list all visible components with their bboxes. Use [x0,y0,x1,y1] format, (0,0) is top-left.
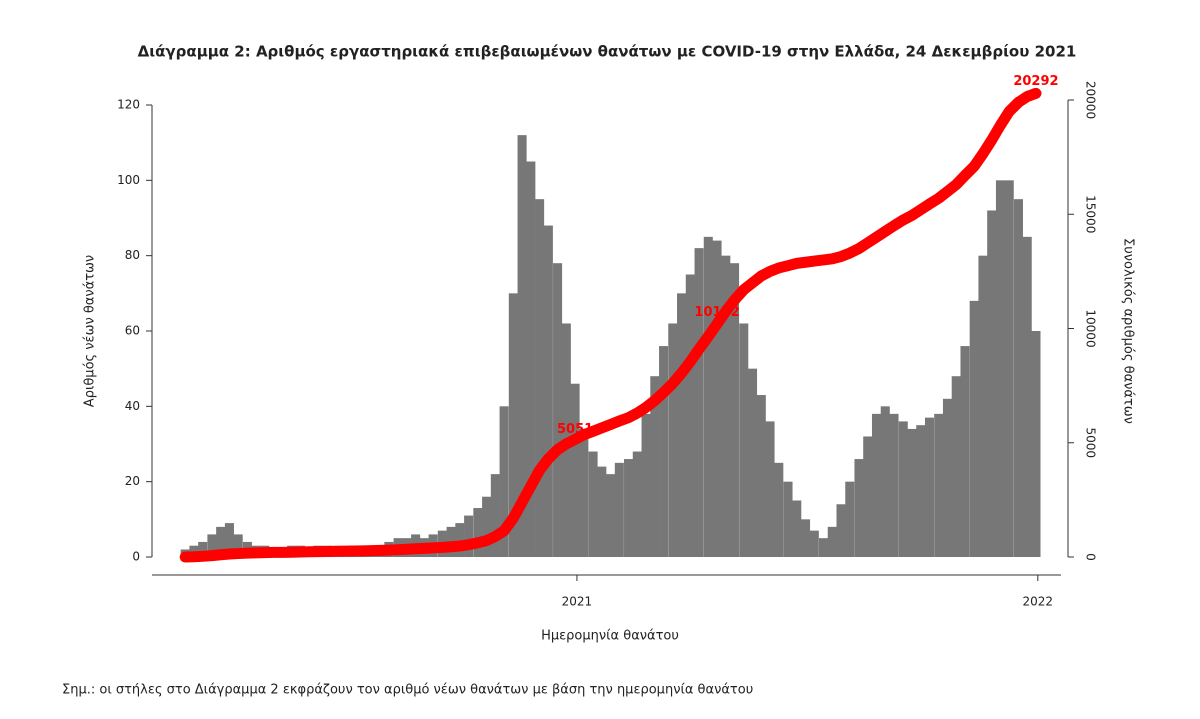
bar [207,534,217,557]
bar [721,255,731,557]
bar [677,293,687,557]
bar [694,248,704,557]
bar [624,459,634,557]
y2-axis-label: Συνολικός αριθμός θανάτων [1121,238,1136,424]
bar [942,398,953,557]
bar [482,496,492,557]
y-tick-label: 120 [117,98,140,112]
y-tick-label: 100 [117,173,140,187]
bar [224,523,234,557]
bar [995,180,1006,558]
y2-tick-label: 15000 [1084,195,1098,233]
y-tick-label: 20 [125,474,140,488]
bar [508,293,518,557]
bar [854,459,864,557]
annotation: 20292 [1013,74,1058,89]
bar [517,135,527,557]
bar [1013,199,1023,557]
bar [898,421,908,557]
chart-title: Διάγραμμα 2: Αριθμός εργαστηριακά επιβεβ… [138,43,1077,61]
bar [455,523,465,557]
bar [978,255,988,557]
bar [490,474,500,557]
bar [969,300,979,557]
bar [579,428,589,557]
y-tick-label: 0 [132,550,140,564]
bar [614,462,624,557]
bar [1031,331,1041,557]
bar [845,481,855,557]
bar [756,395,766,557]
bar [650,376,660,557]
bar [924,417,935,557]
x-axis-label: Ημερομηνία θανάτου [541,629,679,644]
bar [233,534,243,557]
bar [499,406,509,557]
bar [703,236,713,558]
y2-tick-label: 5000 [1084,427,1098,458]
y-tick-label: 60 [125,324,140,338]
bar [553,263,563,557]
bar [526,161,536,557]
bar [632,451,642,557]
bar [880,406,890,557]
bar [818,538,829,557]
annotation: 5051 [557,422,593,437]
bar [216,526,226,557]
bar [800,519,811,557]
y-axis-label: Αριθμός νέων θανάτων [83,255,98,407]
bar [473,508,483,557]
bar [987,210,997,557]
bar [907,428,917,557]
bar [951,376,961,557]
bar [809,530,819,557]
bar [659,346,669,557]
bar [783,481,793,557]
bar [712,240,722,557]
bar [641,413,651,557]
bar [570,383,580,557]
bar [792,500,802,557]
cumulative-line [179,87,1042,563]
y-tick-label: 80 [125,248,140,262]
bar [543,225,553,558]
x-tick-label: 2021 [562,595,593,609]
bar [668,323,678,557]
footnote: Σημ.: οι στήλες στο Διάγραμμα 2 εκφράζου… [62,683,753,698]
bar [535,199,545,557]
bar [1022,236,1032,558]
bar [871,413,882,557]
bar [836,504,846,557]
bar [889,413,899,557]
bar [730,263,740,557]
y2-tick-label: 10000 [1084,309,1098,347]
bar [1004,180,1014,558]
bar [863,436,873,557]
bar [464,515,474,557]
bar [765,421,775,557]
x-tick-label: 2022 [1023,595,1054,609]
bar [198,541,208,557]
y-tick-label: 40 [125,399,140,413]
bar [588,451,598,557]
bar [827,526,837,557]
bar [916,425,926,557]
bar [747,368,758,557]
y2-tick-label: 20000 [1084,81,1098,119]
bar [685,274,695,557]
bar [960,346,970,557]
bar [774,462,784,557]
bar [934,413,944,557]
y2-tick-label: 0 [1084,553,1098,561]
bar [597,466,607,557]
bar [739,323,749,557]
annotation: 10172 [694,305,739,320]
bar [606,474,616,557]
